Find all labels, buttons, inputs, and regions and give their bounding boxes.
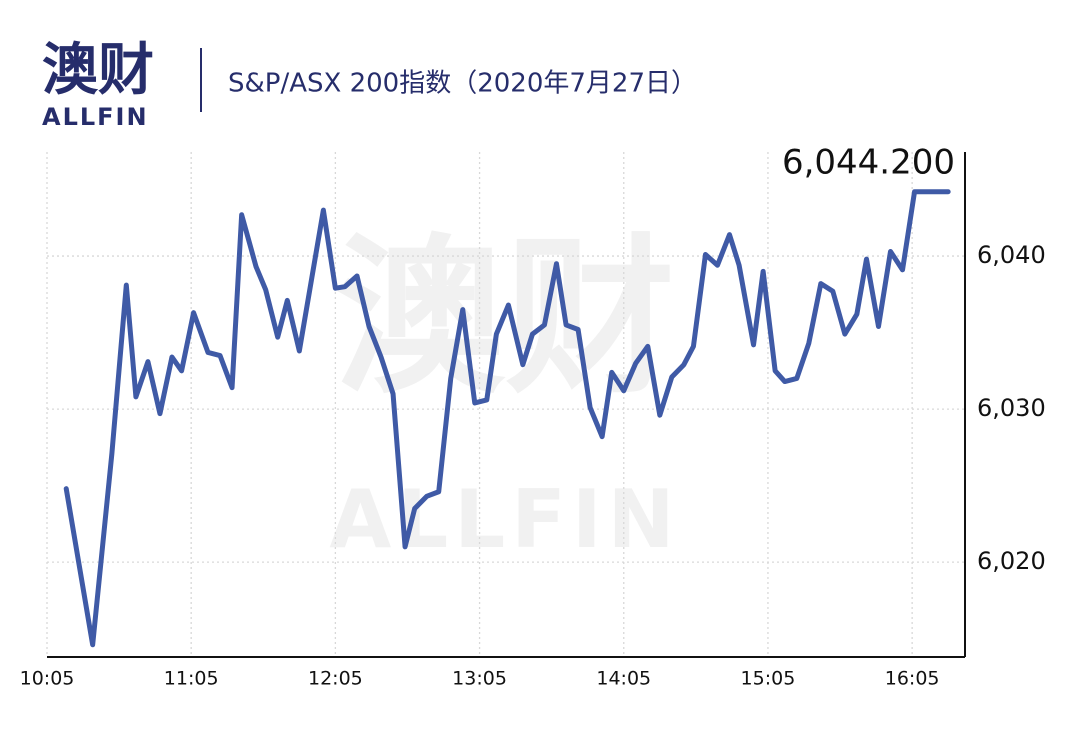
x-tick-label: 10:05 xyxy=(20,668,75,690)
x-tick-label: 11:05 xyxy=(164,668,219,690)
y-tick-label: 6,040 xyxy=(977,241,1046,269)
watermark: ALLFIN xyxy=(329,473,680,566)
line xyxy=(63,189,951,648)
x-tick-label: 14:05 xyxy=(596,668,651,690)
y-tick-label: 6,020 xyxy=(977,547,1046,575)
logo-latin: ALLFIN xyxy=(42,103,149,131)
x-tick-label: 12:05 xyxy=(308,668,363,690)
chart-title: S&P/ASX 200指数（2020年7月27日） xyxy=(228,69,697,99)
x-tick-label: 16:05 xyxy=(885,668,940,690)
annotation: 6,044.200 xyxy=(782,142,955,182)
logo-name: 澳财 xyxy=(42,38,154,103)
x-tick-label: 15:05 xyxy=(741,668,796,690)
x-tick-label: 13:05 xyxy=(452,668,507,690)
y-tick-label: 6,030 xyxy=(977,394,1046,422)
